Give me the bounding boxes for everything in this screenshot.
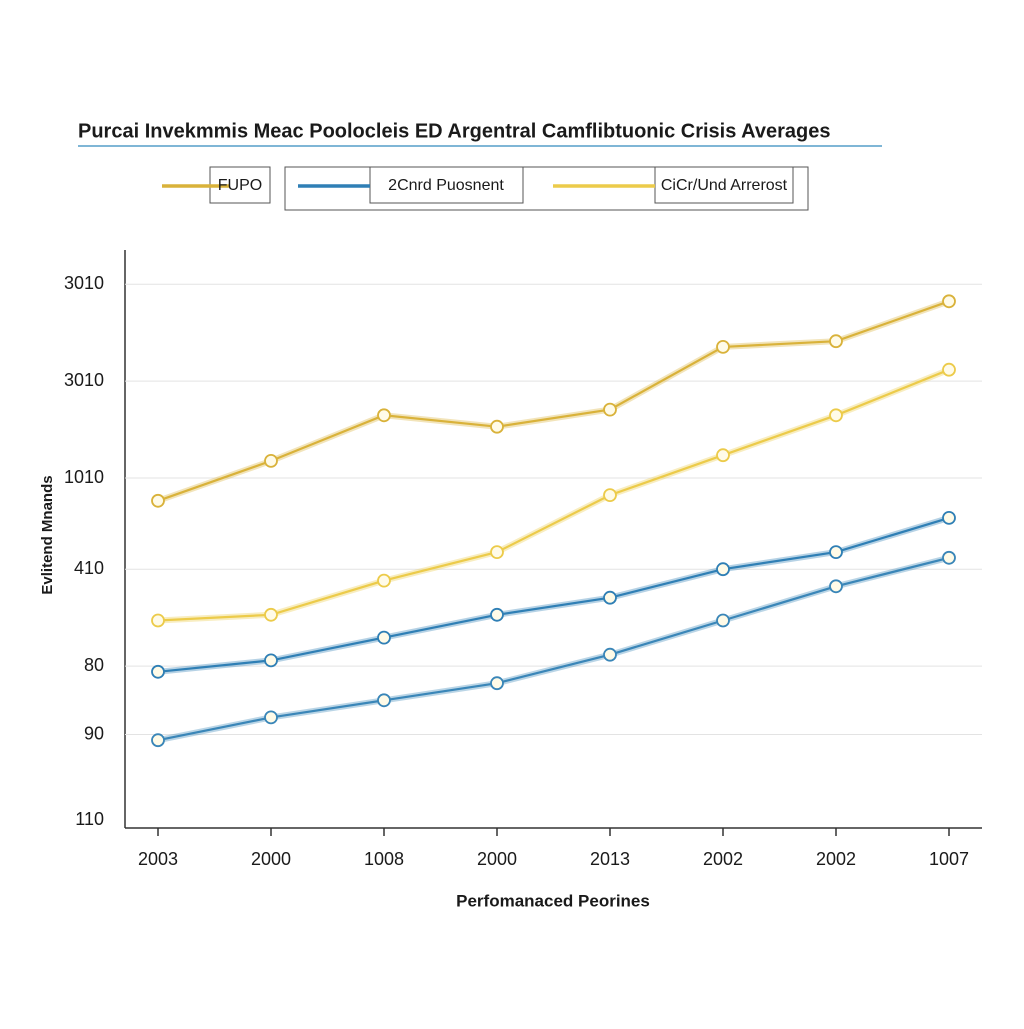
point — [377, 408, 391, 423]
y-tick-label: 90 — [84, 723, 104, 743]
point — [264, 710, 278, 725]
point — [829, 334, 843, 349]
y-tick-label: 1010 — [64, 467, 104, 487]
point — [603, 647, 617, 662]
point — [490, 676, 504, 691]
x-tick-label: 2000 — [477, 849, 517, 869]
x-tick-label: 2000 — [251, 849, 291, 869]
point — [942, 362, 956, 377]
series-line — [157, 516, 950, 673]
point — [603, 402, 617, 417]
series-line — [157, 556, 950, 742]
y-tick-label: 110 — [75, 809, 104, 829]
point — [151, 493, 165, 508]
point — [716, 448, 730, 463]
y-tick-label: 3010 — [64, 273, 104, 293]
legend-label: CiCr/Und Arrerost — [661, 177, 788, 194]
legend-label: FUPO — [218, 177, 262, 194]
point — [151, 613, 165, 628]
point — [716, 613, 730, 628]
x-tick-label: 2002 — [816, 849, 856, 869]
point — [377, 630, 391, 645]
point — [490, 607, 504, 622]
point — [829, 545, 843, 559]
point — [829, 579, 843, 594]
x-tick-label: 1008 — [364, 849, 404, 869]
x-axis-label: Perfomanaced Peorines — [456, 891, 650, 910]
y-tick-label: 3010 — [64, 370, 104, 390]
point — [942, 511, 956, 525]
series-line — [157, 300, 950, 502]
series-line — [157, 368, 950, 622]
point — [490, 545, 504, 559]
x-tick-label: 2002 — [703, 849, 743, 869]
point — [377, 573, 391, 588]
point — [151, 733, 165, 748]
point — [151, 664, 165, 679]
point — [716, 562, 730, 577]
legend-frame — [284, 166, 809, 211]
point — [829, 408, 843, 423]
point — [942, 550, 956, 565]
point — [490, 419, 504, 434]
point — [377, 693, 391, 708]
y-tick-label: 80 — [84, 655, 104, 675]
y-tick-label: 410 — [74, 558, 104, 578]
x-tick-label: 2013 — [590, 849, 630, 869]
x-tick-label: 1007 — [929, 849, 969, 869]
point — [603, 488, 617, 503]
point — [716, 339, 730, 354]
x-tick-label: 2003 — [138, 849, 178, 869]
point — [264, 453, 278, 468]
y-axis-label: Evlitend Mnands — [39, 475, 56, 594]
point — [942, 294, 956, 309]
point — [603, 590, 617, 605]
legend-label: 2Cnrd Puosnent — [388, 177, 504, 194]
chart-title: Purcai Invekmmis Meac Poolocleis ED Arge… — [78, 120, 830, 142]
point — [264, 653, 278, 668]
point — [264, 607, 278, 622]
